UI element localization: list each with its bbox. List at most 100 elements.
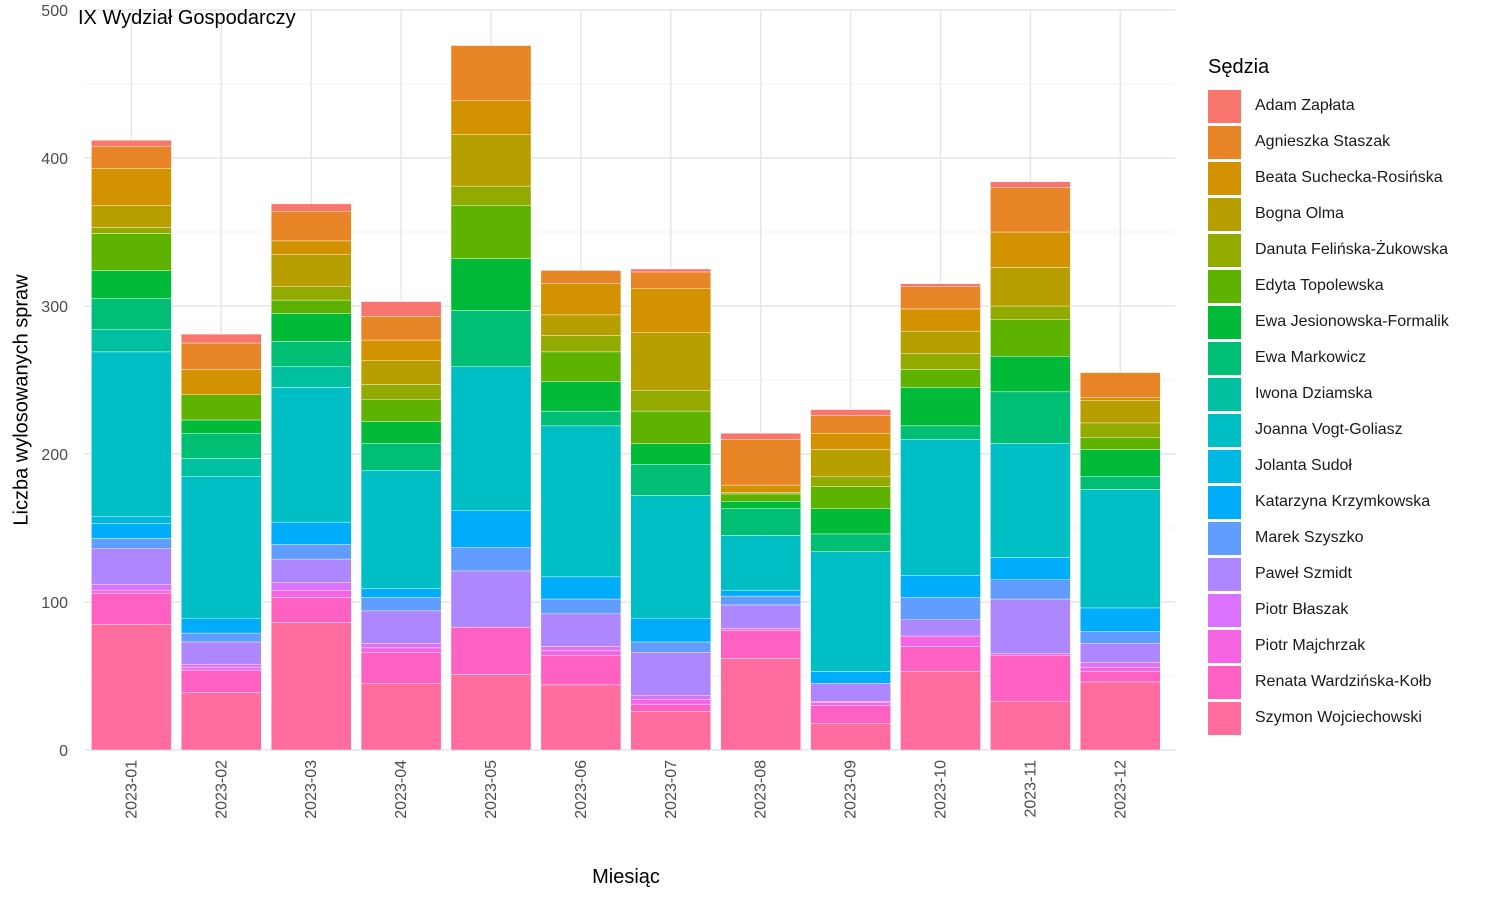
bar-segment (990, 579, 1071, 600)
bar-segment (990, 443, 1071, 558)
legend-key (1208, 701, 1241, 735)
bar-segment (181, 369, 262, 396)
bar-segment (450, 205, 532, 259)
bar-segment (360, 683, 442, 751)
bar-segment (181, 669, 262, 693)
bar-segment (990, 655, 1071, 702)
bar-segment (450, 45, 532, 101)
bar-segment (990, 598, 1071, 654)
bar-segment (720, 433, 801, 440)
bar-segment (720, 492, 801, 495)
bar-segment (360, 384, 442, 400)
bar-segment (450, 626, 532, 675)
bar-segment (630, 288, 711, 333)
bar-segment (181, 458, 262, 477)
bar-segment (360, 443, 442, 471)
bar-segment (810, 508, 891, 535)
y-axis-label: Liczba wylosowanych spraw (10, 274, 33, 526)
bar-segment (1080, 372, 1161, 398)
bar-segment (810, 705, 891, 724)
legend: Sędzia Adam Zapłata Agnieszka Staszak Beat… (1208, 56, 1449, 736)
legend-item: Adam Zapłata (1208, 88, 1449, 124)
bar-segment (181, 666, 262, 671)
bar-segment (540, 576, 622, 600)
bar-segment (720, 501, 801, 509)
legend-item: Piotr Błaszak (1208, 592, 1449, 628)
x-tick-label: 2023-06 (573, 760, 590, 819)
bar-segment (360, 588, 442, 598)
bar-segment (720, 484, 801, 493)
bar-segment (720, 628, 801, 631)
legend-key (1208, 629, 1241, 663)
x-tick-label: 2023-12 (1112, 760, 1129, 819)
legend-key (1208, 665, 1241, 699)
x-tick-label: 2023-05 (483, 760, 500, 819)
bar-segment (1080, 489, 1161, 609)
bar-segment (1080, 397, 1161, 401)
x-axis-label: Miesiąc (592, 866, 660, 888)
legend-key (1208, 341, 1241, 375)
bar-segment (271, 240, 352, 255)
legend-label: Ewa Jesionowska-Formalik (1255, 313, 1449, 330)
bar-segment (450, 100, 532, 135)
bar-segment (630, 695, 711, 700)
bar-segment (360, 360, 442, 385)
bar-segment (271, 544, 352, 560)
bar-segment (630, 641, 711, 653)
bar-segment (271, 253, 352, 287)
x-tick-label: 2023-02 (213, 760, 230, 819)
bar-segment (181, 692, 262, 751)
bar-segment (540, 270, 622, 285)
bars (91, 45, 1161, 751)
legend-key (1208, 89, 1241, 123)
bar-segment (990, 231, 1071, 268)
bar-segment (360, 470, 442, 589)
bar-segment (91, 205, 172, 228)
bar-segment (91, 351, 172, 517)
bar-segment (271, 286, 352, 301)
bar-segment (900, 597, 981, 620)
x-tick-label: 2023-01 (123, 760, 140, 819)
bar-segment (271, 582, 352, 591)
bar-segment (540, 646, 622, 652)
bar-segment (1080, 476, 1161, 490)
bar-segment (360, 597, 442, 612)
bar-segment (720, 439, 801, 486)
x-tick-label: 2023-09 (843, 760, 860, 819)
x-tick-label: 2023-08 (753, 760, 770, 819)
legend-label: Edyta Topolewska (1255, 277, 1384, 294)
bar-segment (360, 339, 442, 361)
bar-segment (810, 449, 891, 477)
legend-key (1208, 485, 1241, 519)
legend-label: Piotr Majchrzak (1255, 637, 1366, 654)
bar-segment (900, 575, 981, 598)
bar-segment (271, 558, 352, 583)
bar-segment (91, 145, 172, 169)
bar-segment (271, 341, 352, 367)
bar-segment (990, 356, 1071, 393)
bar-segment (1080, 666, 1161, 672)
bar-segment (720, 493, 801, 502)
legend-key (1208, 233, 1241, 267)
bar-segment (91, 270, 172, 299)
y-tick-label: 200 (41, 447, 68, 464)
bar-segment (990, 557, 1071, 580)
x-tick-label: 2023-03 (303, 760, 320, 819)
bar-segment (1080, 662, 1161, 668)
legend-key (1208, 413, 1241, 447)
legend-key (1208, 557, 1241, 591)
bar-segment (91, 233, 172, 271)
legend-items: Adam Zapłata Agnieszka Staszak Beata Suche… (1208, 88, 1449, 736)
bar-segment (450, 366, 532, 511)
bar-segment (900, 439, 981, 576)
bar-segment (91, 548, 172, 585)
bar-segment (271, 313, 352, 342)
bar-segment (1080, 400, 1161, 424)
y-tick-label: 100 (41, 595, 68, 612)
legend-title: Sędzia (1208, 56, 1270, 78)
legend-key (1208, 161, 1241, 195)
bar-segment (990, 653, 1071, 656)
legend-item: Ewa Markowicz (1208, 340, 1449, 376)
x-tick-label: 2023-11 (1022, 760, 1039, 818)
x-tick-label: 2023-04 (393, 760, 410, 819)
